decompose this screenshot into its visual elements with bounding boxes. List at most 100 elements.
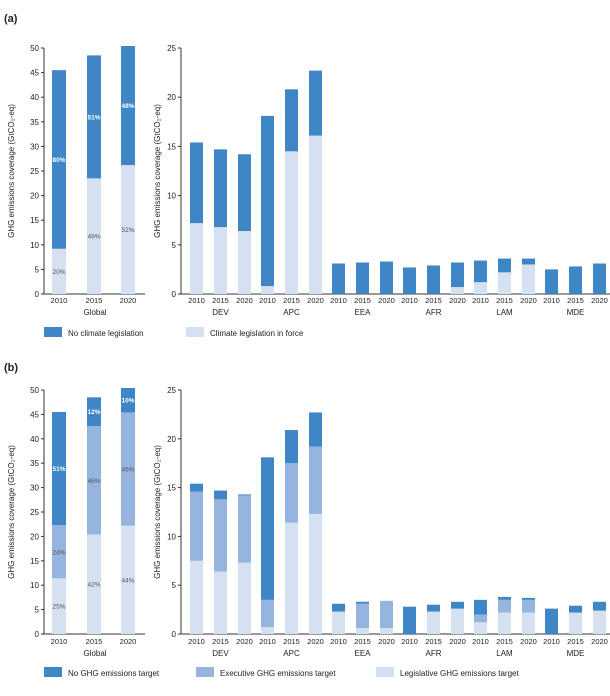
bar-percent-label: 44%: [121, 577, 134, 584]
legend-swatch-light: [376, 667, 394, 677]
y-tick-label: 35: [30, 459, 39, 468]
bar-segment-light: [498, 272, 511, 294]
bar-segment-light: [332, 611, 345, 634]
y-tick-label: 50: [30, 44, 39, 53]
bar-percent-label: 12%: [87, 409, 100, 416]
bar-percent-label: 46%: [121, 467, 134, 474]
bar-segment-dark: [545, 269, 558, 294]
bar-percent-label: 49%: [87, 234, 100, 241]
y-tick-label: 30: [30, 142, 39, 151]
bar-segment-light: [285, 522, 298, 634]
bar-segment-light: [451, 287, 464, 294]
bar-segment-light: [87, 178, 101, 294]
x-tick-label: 2020: [120, 296, 137, 305]
bar-segment-dark: [451, 601, 464, 609]
y-tick-label: 30: [30, 484, 39, 493]
legend-label: Climate legislation in force: [210, 329, 304, 338]
x-tick-label: 2020: [449, 296, 466, 305]
group-label-lam: LAM: [496, 649, 513, 658]
bar-segment-dark: [474, 599, 487, 615]
bar-segment-dark: [380, 261, 393, 294]
legend-label: Legislative GHG emissions target: [400, 669, 519, 678]
bar-segment-mid: [356, 603, 369, 629]
bar-percent-label: 20%: [52, 269, 65, 276]
bar-segment-light: [52, 248, 66, 294]
x-tick-label: 2015: [86, 637, 103, 646]
group-label-mde: MDE: [567, 308, 585, 317]
bar-segment-dark: [498, 596, 511, 600]
bar-segment-dark: [238, 494, 251, 496]
x-tick-label: 2010: [188, 637, 205, 646]
bar-segment-dark: [593, 601, 606, 611]
bar-segment-dark: [285, 89, 298, 152]
group-label-global: Global: [83, 649, 106, 658]
y-tick-label: 10: [167, 192, 176, 201]
group-label-apc: APC: [283, 649, 300, 658]
bar-percent-label: 42%: [87, 582, 100, 589]
x-tick-label: 2015: [496, 296, 513, 305]
x-tick-label: 2015: [283, 637, 300, 646]
x-tick-label: 2020: [591, 296, 608, 305]
bar-percent-label: 51%: [87, 114, 100, 121]
bar-segment-dark: [569, 605, 582, 613]
bar-segment-dark: [356, 262, 369, 294]
bar-segment-dark: [403, 267, 416, 294]
bar-percent-label: 51%: [52, 466, 65, 473]
y-tick-label: 0: [172, 630, 177, 639]
bar-segment-dark: [569, 266, 582, 294]
bar-segment-light: [121, 165, 135, 294]
bar-segment-mid: [309, 446, 322, 514]
x-tick-label: 2015: [567, 296, 584, 305]
bar-segment-light: [309, 135, 322, 294]
group-label-afr: AFR: [426, 649, 442, 658]
x-tick-label: 2015: [86, 296, 103, 305]
bar-segment-dark: [474, 260, 487, 283]
y-tick-label: 5: [35, 265, 40, 274]
bar-segment-light: [190, 560, 203, 634]
y-tick-label: 40: [30, 93, 39, 102]
y-tick-label: 10: [30, 581, 39, 590]
bar-segment-mid: [214, 499, 227, 572]
bar-segment-dark: [190, 142, 203, 224]
bar-segment-mid: [474, 614, 487, 623]
bar-segment-mid: [87, 426, 101, 535]
bar-segment-light: [427, 611, 440, 634]
y-tick-label: 20: [30, 532, 39, 541]
x-tick-label: 2015: [212, 637, 229, 646]
bar-segment-mid: [522, 599, 535, 613]
x-tick-label: 2010: [472, 296, 489, 305]
y-tick-label: 45: [30, 410, 39, 419]
bar-segment-mid: [498, 599, 511, 613]
x-tick-label: 2015: [425, 637, 442, 646]
bar-percent-label: 46%: [87, 478, 100, 485]
bar-segment-light: [87, 534, 101, 634]
y-tick-label: 50: [30, 386, 39, 395]
x-tick-label: 2010: [401, 637, 418, 646]
y-tick-label: 20: [167, 93, 176, 102]
legend-swatch-light: [186, 327, 204, 337]
bar-segment-mid: [52, 525, 66, 579]
bar-segment-dark: [285, 430, 298, 464]
x-tick-label: 2020: [307, 296, 324, 305]
x-tick-label: 2015: [496, 637, 513, 646]
bar-segment-dark: [522, 258, 535, 265]
x-tick-label: 2015: [425, 296, 442, 305]
y-tick-label: 15: [167, 484, 176, 493]
bar-segment-dark: [52, 70, 66, 249]
panel-label: (b): [4, 362, 18, 374]
y-tick-label: 0: [35, 630, 40, 639]
legend-swatch-mid: [196, 667, 214, 677]
bar-segment-light: [356, 628, 369, 634]
bar-segment-dark: [309, 70, 322, 136]
x-tick-label: 2020: [120, 637, 137, 646]
bar-segment-light: [261, 627, 274, 634]
y-tick-label: 0: [35, 290, 40, 299]
legend-swatch-dark: [44, 667, 62, 677]
bar-percent-label: 80%: [52, 157, 65, 164]
bar-segment-dark: [121, 388, 135, 413]
bar-segment-dark: [238, 154, 251, 232]
bar-segment-dark: [356, 601, 369, 604]
x-tick-label: 2015: [567, 637, 584, 646]
y-tick-label: 25: [167, 44, 176, 53]
